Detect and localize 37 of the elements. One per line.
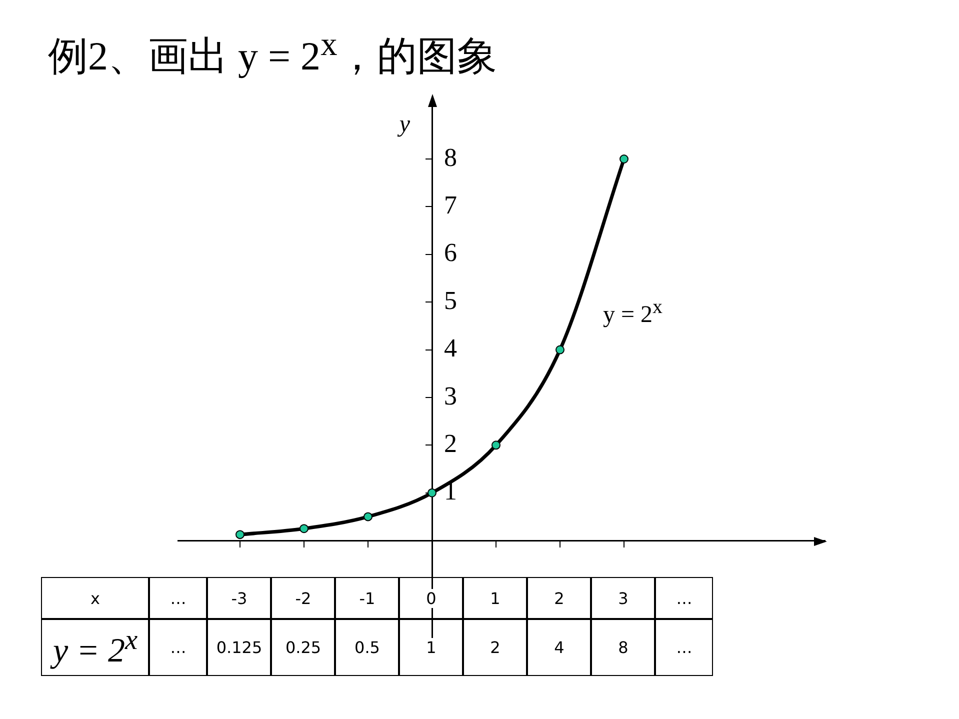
x-tick-label: 2 — [554, 588, 564, 608]
y-tick-label: 6 — [444, 238, 457, 268]
y-tick-label: 2 — [444, 428, 457, 458]
y-axis-title: y — [397, 111, 410, 138]
point — [236, 530, 244, 540]
annotation: 2 — [490, 638, 500, 658]
x-tick-label: 0 — [426, 588, 436, 608]
text: x — [90, 588, 100, 608]
point — [492, 440, 500, 450]
y-tick-label: 8 — [444, 142, 457, 172]
annotation: y = 2$^{x}$ — [603, 296, 663, 329]
annotation: 0.25 — [285, 638, 322, 658]
point — [428, 488, 436, 498]
text: y = 2$^{x}$ — [52, 625, 138, 670]
annotation: 4 — [554, 638, 564, 658]
x-tick-label: -2 — [295, 588, 312, 608]
text: … — [676, 638, 692, 658]
chart-title: 例2、画出 y = 2$^{x}$，的图象 — [48, 26, 498, 80]
text: … — [170, 588, 186, 608]
x-tick-label: -3 — [231, 588, 248, 608]
text: … — [676, 588, 692, 608]
x-tick-label: 1 — [490, 588, 500, 608]
point — [620, 154, 628, 164]
point — [300, 524, 308, 534]
x-tick-label: 3 — [618, 588, 628, 608]
text: … — [170, 638, 186, 658]
annotation: 1 — [426, 638, 436, 658]
point — [364, 512, 372, 522]
y-tick-label: 7 — [444, 190, 457, 220]
annotation: 0.5 — [354, 638, 380, 658]
x-tick-label: -1 — [359, 588, 376, 608]
point — [556, 345, 564, 354]
y-tick-label: 3 — [444, 381, 457, 410]
annotation: 8 — [618, 638, 628, 658]
annotation: 0.125 — [216, 638, 262, 658]
y-tick-label: 4 — [444, 334, 457, 363]
y-tick-label: 5 — [444, 286, 457, 315]
